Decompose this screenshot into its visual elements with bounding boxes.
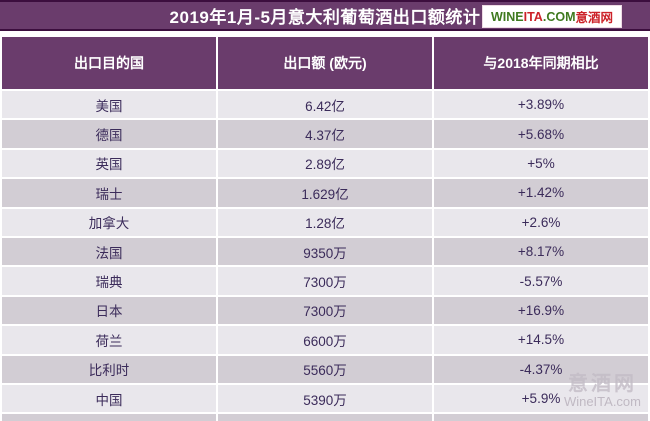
cell-country: 中国 [2,384,216,413]
cell-amount: 6600万 [218,326,432,354]
cell-country: 瑞典 [2,267,216,295]
table-body: 美国 6.42亿 +3.89% 德国 4.37亿 +5.68% 英国 2.89亿 +5% 瑞士 1.… [2,91,648,421]
cell-amount: 9350万 [218,237,432,266]
cell-amount: 1.629亿 [218,179,432,207]
col-header-yoy-change: 与2018年同期相比 [434,37,648,89]
logo-text-ita: ITA [523,9,543,24]
title-bar: 2019年1月-5月意大利葡萄酒出口额统计 WINE ITA .COM 意酒网 [0,0,650,31]
header-row: 出口目的国 出口额 (欧元) 与2018年同期相比 [2,37,648,89]
cell-amount: 1.28亿 [218,208,432,236]
table-row: 中国 5390万 +5.9% [2,384,648,413]
wineita-logo: WINE ITA .COM 意酒网 [481,5,622,28]
table-row: 瑞典 7300万 -5.57% [2,267,648,295]
cell-amount: 6.42亿 [218,91,432,119]
table-row: 德国 4.37亿 +5.68% [2,120,648,148]
cell-change: +16.9% [434,296,648,325]
col-header-destination-country: 出口目的国 [2,37,216,89]
cell-change: -4.37% [434,355,648,383]
table-header: 出口目的国 出口额 (欧元) 与2018年同期相比 [2,37,648,89]
table-row: 荷兰 6600万 +14.5% [2,326,648,354]
cell-country: 日本 [2,296,216,325]
cell-country: 瑞士 [2,179,216,207]
table-row: 加拿大 1.28亿 +2.6% [2,208,648,236]
export-table: 出口目的国 出口额 (欧元) 与2018年同期相比 美国 6.42亿 +3.89% 德… [0,35,650,421]
cell-country: 美国 [2,91,216,119]
cell-change: +17.2% [434,414,648,421]
cell-amount: 5390万 [218,384,432,413]
table-row: 比利时 5560万 -4.37% [2,355,648,383]
cell-change: +2.6% [434,208,648,236]
cell-change: +8.17% [434,237,648,266]
cell-country: 比利时 [2,355,216,383]
cell-country: 德国 [2,120,216,148]
cell-change: +3.89% [434,91,648,119]
logo-text-cn: 意酒网 [575,11,613,25]
cell-amount: 3930万 [218,414,432,421]
cell-country: 英国 [2,149,216,178]
table-row: 瑞士 1.629亿 +1.42% [2,179,648,207]
cell-amount: 5560万 [218,355,432,383]
table-row: 俄罗斯3930万+17.2% [2,414,648,421]
cell-amount: 7300万 [218,267,432,295]
table-row: 美国 6.42亿 +3.89% [2,91,648,119]
cell-change: +5.9% [434,384,648,413]
cell-amount: 4.37亿 [218,120,432,148]
cell-country: 加拿大 [2,208,216,236]
table-row: 日本 7300万 +16.9% [2,296,648,325]
cell-country: 荷兰 [2,326,216,354]
cell-change: +14.5% [434,326,648,354]
cell-amount: 7300万 [218,296,432,325]
cell-change: +5.68% [434,120,648,148]
page-title: 2019年1月-5月意大利葡萄酒出口额统计 [169,8,481,27]
table-row: 英国 2.89亿 +5% [2,149,648,178]
table-row: 法国 9350万 +8.17% [2,237,648,266]
cell-change: -5.57% [434,267,648,295]
cell-change: +1.42% [434,179,648,207]
col-header-export-amount: 出口额 (欧元) [218,37,432,89]
cell-change: +5% [434,149,648,178]
cell-country: 法国 [2,237,216,266]
logo-text-com: .COM [542,9,576,24]
cell-amount: 2.89亿 [218,149,432,178]
cell-country: 俄罗斯 [2,414,216,421]
logo-text-wine: WINE [490,9,524,24]
